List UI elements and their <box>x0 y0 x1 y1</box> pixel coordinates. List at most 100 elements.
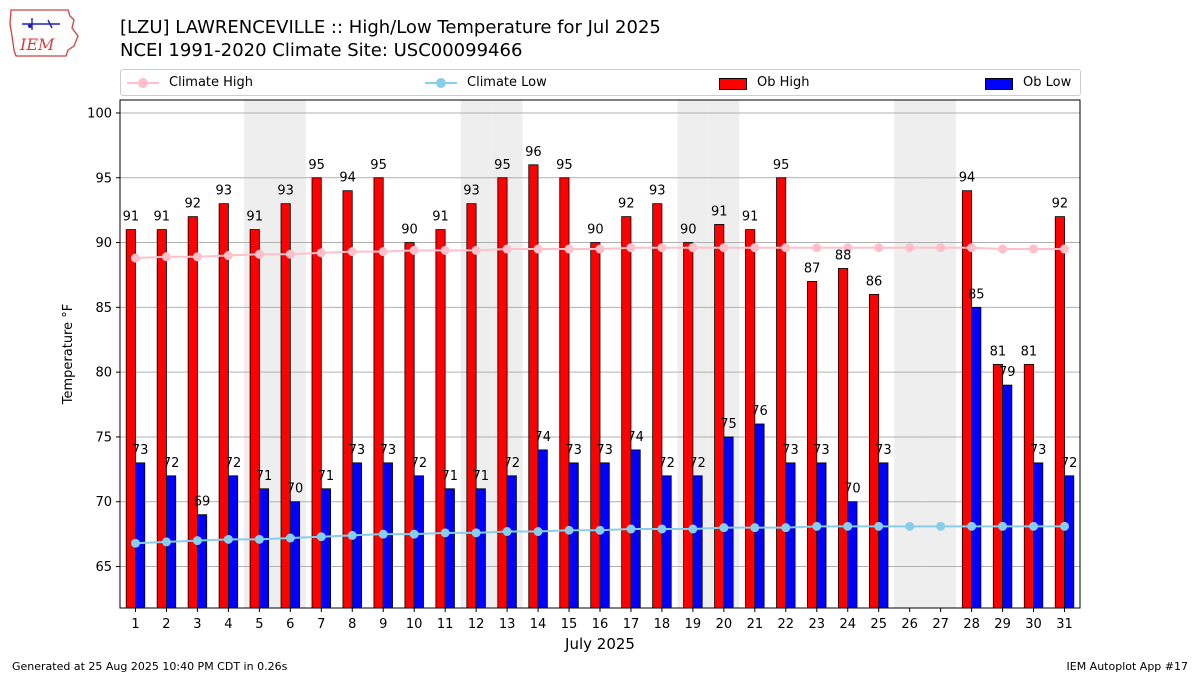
climate-high-point <box>223 251 233 261</box>
x-tick-label: 2 <box>162 617 170 632</box>
climate-low-swatch <box>425 76 457 90</box>
ob-high-label: 86 <box>866 274 883 289</box>
ob-low-bar <box>444 488 455 609</box>
x-tick-label: 22 <box>778 617 795 632</box>
legend-climate-low-label: Climate Low <box>467 75 547 90</box>
climate-high-point <box>161 252 171 262</box>
ob-low-bar <box>475 488 486 609</box>
ob-low-bar <box>599 462 610 609</box>
climate-low-point <box>750 523 760 533</box>
x-tick-label: 6 <box>286 617 294 632</box>
climate-high-point <box>874 243 884 253</box>
y-tick-label: 80 <box>95 366 112 381</box>
ob-low-label: 72 <box>1061 456 1078 471</box>
ob-high-label: 81 <box>1021 344 1038 359</box>
ob-high-label: 93 <box>215 184 232 199</box>
ob-low-bar <box>754 423 765 609</box>
climate-low-point <box>254 534 264 544</box>
x-tick-label: 20 <box>716 617 733 632</box>
x-tick-label: 11 <box>437 617 454 632</box>
ob-low-label: 73 <box>132 443 149 458</box>
ob-low-label: 72 <box>411 456 428 471</box>
ob-low-bar <box>1033 462 1044 609</box>
climate-low-point <box>812 521 822 531</box>
ob-low-label: 74 <box>534 430 551 445</box>
ob-high-bar <box>683 242 694 609</box>
ob-high-label: 92 <box>185 197 202 212</box>
y-axis-label: Temperature °F <box>61 304 76 405</box>
climate-low-point <box>936 521 946 531</box>
ob-low-label: 75 <box>720 417 737 432</box>
ob-low-bar <box>723 436 734 609</box>
climate-high-point <box>564 244 574 254</box>
climate-high-point <box>967 243 977 253</box>
ob-high-label: 91 <box>711 204 728 219</box>
climate-low-point <box>223 534 233 544</box>
weekend-band <box>894 100 926 608</box>
climate-low-point <box>409 529 419 539</box>
y-tick-label: 100 <box>87 106 112 121</box>
ob-low-label: 69 <box>194 495 211 510</box>
ob-low-label: 71 <box>473 469 490 484</box>
x-tick-label: 4 <box>224 617 232 632</box>
climate-low-point <box>347 530 357 540</box>
y-tick-label: 85 <box>95 301 112 316</box>
legend-climate-high: Climate High <box>127 70 253 95</box>
ob-high-label: 91 <box>123 210 140 225</box>
ob-high-bar <box>311 177 322 609</box>
climate-high-point <box>1060 244 1070 254</box>
climate-low-point <box>440 528 450 538</box>
ob-low-label: 73 <box>380 443 397 458</box>
ob-high-label: 90 <box>401 223 418 238</box>
ob-high-label: 95 <box>773 158 790 173</box>
climate-low-point <box>719 523 729 533</box>
x-tick-label: 9 <box>379 617 387 632</box>
climate-high-point <box>719 243 729 253</box>
ob-high-bar <box>590 242 601 609</box>
ob-high-label: 94 <box>339 171 356 186</box>
ob-low-label: 72 <box>503 456 520 471</box>
y-tick-label: 70 <box>95 495 112 510</box>
climate-high-point <box>595 244 605 254</box>
ob-high-label: 93 <box>463 184 480 199</box>
ob-low-bar <box>289 501 301 609</box>
climate-low-point <box>626 524 636 534</box>
x-tick-label: 10 <box>406 617 423 632</box>
climate-low-point <box>657 524 667 534</box>
x-tick-label: 19 <box>685 617 702 632</box>
climate-high-point <box>843 243 853 253</box>
app-credit: IEM Autoplot App #17 <box>1066 660 1189 673</box>
climate-low-point <box>1060 521 1070 531</box>
ob-low-bar <box>413 475 424 609</box>
ob-high-bar <box>466 203 477 609</box>
x-tick-label: 31 <box>1056 617 1073 632</box>
climate-low-point <box>316 532 326 542</box>
climate-high-point <box>657 243 667 253</box>
ob-high-label: 92 <box>1052 197 1069 212</box>
x-tick-label: 17 <box>623 617 640 632</box>
ob-high-label: 91 <box>742 210 759 225</box>
ob-low-label: 76 <box>751 404 768 419</box>
climate-low-point <box>998 521 1008 531</box>
x-tick-label: 3 <box>193 617 201 632</box>
ob-high-label: 95 <box>494 158 511 173</box>
climate-high-point <box>471 245 481 255</box>
climate-low-point <box>564 525 574 535</box>
climate-low-point <box>595 525 605 535</box>
climate-low-point <box>378 529 388 539</box>
climate-low-point <box>471 528 481 538</box>
ob-high-bar <box>280 203 291 609</box>
ob-low-bar <box>320 488 331 609</box>
ob-low-bar <box>568 462 579 609</box>
ob-low-label: 71 <box>318 469 335 484</box>
climate-high-point <box>936 243 946 253</box>
chart-title: [LZU] LAWRENCEVILLE :: High/Low Temperat… <box>120 17 661 38</box>
climate-low-point <box>502 527 512 537</box>
weekend-band <box>925 100 957 608</box>
chart-subtitle: NCEI 1991-2020 Climate Site: USC00099466 <box>120 40 523 61</box>
climate-high-point <box>750 243 760 253</box>
climate-high-point <box>781 243 791 253</box>
climate-high-point <box>998 244 1008 254</box>
climate-low-point <box>874 521 884 531</box>
ob-low-label: 72 <box>689 456 706 471</box>
